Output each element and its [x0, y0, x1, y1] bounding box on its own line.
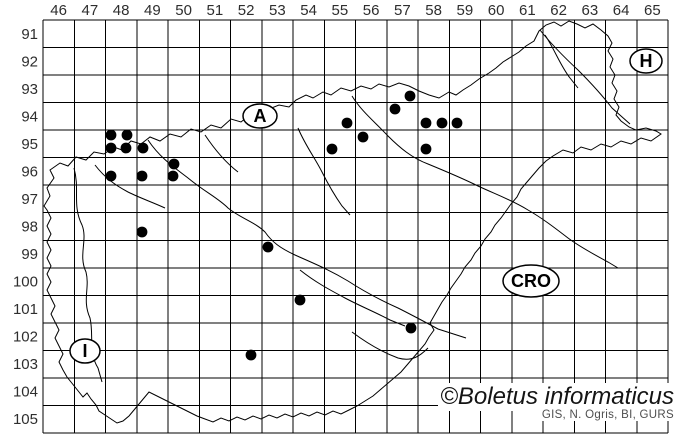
rivers: [73, 29, 631, 383]
occurrence-dot: [105, 129, 117, 141]
grid-col-label: 59: [457, 2, 474, 19]
grid-col-label: 52: [238, 2, 255, 19]
slovenia-border: [43, 20, 662, 424]
occurrence-dot: [294, 294, 306, 306]
river-mura: [539, 29, 631, 125]
occurrence-dot: [404, 90, 416, 102]
country-ellipse-croatia: [502, 264, 560, 298]
grid-col-label: 51: [207, 2, 224, 19]
country-ellipse-austria: [242, 103, 278, 129]
grid-row-label: 96: [21, 163, 38, 180]
occurrence-dots: [105, 90, 463, 361]
occurrence-dot: [451, 117, 463, 129]
river-sava: [147, 139, 467, 339]
grid-col-label: 56: [363, 2, 380, 19]
river-kokra: [204, 134, 239, 173]
grid-col-label: 65: [644, 2, 661, 19]
occurrence-dot: [357, 131, 369, 143]
grid-row-label: 102: [13, 329, 38, 346]
occurrence-dot: [326, 143, 338, 155]
grid-col-label: 54: [300, 2, 317, 19]
river-soca: [73, 167, 103, 383]
grid-row-label: 105: [13, 411, 38, 428]
occurrence-dot: [420, 143, 432, 155]
copyright-text: ©Boletus informaticus: [438, 383, 676, 411]
grid-col-label: 58: [425, 2, 442, 19]
occurrence-dot: [137, 142, 149, 154]
country-ellipse-italy: [69, 338, 101, 364]
occurrence-dot: [168, 158, 180, 170]
grid-row-label: 92: [21, 53, 38, 70]
river-savinja: [297, 127, 351, 216]
occurrence-dot: [105, 170, 117, 182]
grid-row-label: 91: [21, 26, 38, 43]
occurrence-dot: [436, 117, 448, 129]
grid-col-label: 48: [113, 2, 130, 19]
grid-row-label: 100: [13, 274, 38, 291]
grid-col-label: 60: [488, 2, 505, 19]
occurrence-dot: [120, 142, 132, 154]
grid-row-label: 99: [21, 246, 38, 263]
river-sava-dolinka: [94, 164, 166, 209]
country-label-italy: I: [82, 341, 87, 361]
grid-row-label: 104: [13, 384, 38, 401]
occurrence-dot: [105, 142, 117, 154]
grid-col-label: 62: [550, 2, 567, 19]
grid-col-label: 55: [332, 2, 349, 19]
occurrence-dot: [262, 241, 274, 253]
occurrence-dot: [405, 322, 417, 334]
grid-row-label: 97: [21, 191, 38, 208]
grid-col-label: 46: [50, 2, 67, 19]
river-krka: [299, 269, 406, 327]
occurrence-dot: [121, 129, 133, 141]
occurrence-dot: [167, 170, 179, 182]
grid-row-label: 94: [21, 108, 38, 125]
attribution-text: GIS, N. Ogris, BI, GURS: [539, 409, 676, 421]
country-label-croatia: CRO: [511, 271, 551, 291]
occurrence-dot: [136, 226, 148, 238]
grid-row-label: 103: [13, 356, 38, 373]
river-ledava: [544, 34, 579, 89]
grid-col-label: 47: [82, 2, 99, 19]
grid-row-label: 95: [21, 136, 38, 153]
occurrence-dot: [245, 349, 257, 361]
river-kolpa: [351, 331, 429, 360]
mtb-grid: [42, 19, 669, 434]
country-label-austria: A: [254, 106, 267, 126]
occurrence-dot: [389, 103, 401, 115]
grid-col-label: 53: [269, 2, 286, 19]
grid-col-label: 64: [613, 2, 630, 19]
grid-col-label: 50: [175, 2, 192, 19]
country-label-hungary: H: [640, 51, 653, 71]
river-drava: [351, 95, 619, 269]
country-outline: [43, 20, 662, 424]
grid-col-label: 57: [394, 2, 411, 19]
grid-col-label: 63: [582, 2, 599, 19]
occurrence-dot: [136, 170, 148, 182]
grid-row-label: 101: [13, 301, 38, 318]
grid-row-label: 93: [21, 81, 38, 98]
country-labels: A H CRO I: [69, 48, 663, 364]
occurrence-dot: [341, 117, 353, 129]
grid-col-label: 49: [144, 2, 161, 19]
grid-row-labels: 91 92 93 94 95 96 97 98 99 100 101 102 103 104 105: [13, 26, 38, 428]
country-ellipse-hungary: [629, 48, 663, 74]
occurrence-dot: [420, 117, 432, 129]
grid-row-label: 98: [21, 219, 38, 236]
grid-col-label: 61: [519, 2, 536, 19]
grid-column-labels: 46 47 48 49 50 51 52 53 54 55 56 57 58 59 60 61 62 63 64 65: [50, 2, 660, 19]
